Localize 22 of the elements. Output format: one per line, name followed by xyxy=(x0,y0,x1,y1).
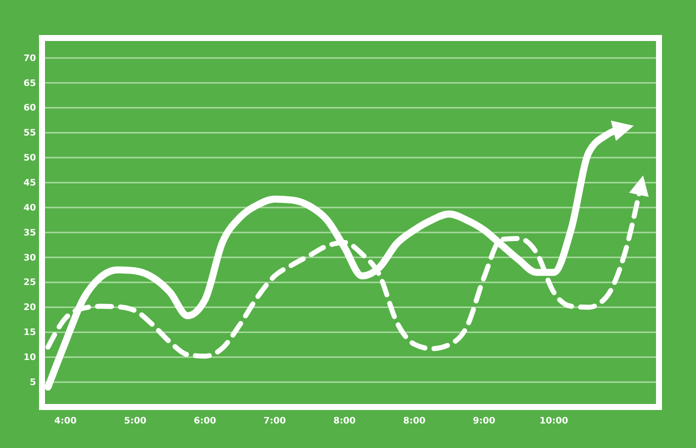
x-tick-label: 8:00 xyxy=(403,416,426,426)
y-tick-label: 5 xyxy=(30,378,36,388)
x-tick-label: 4:00 xyxy=(54,416,77,426)
y-tick-label: 65 xyxy=(23,78,36,89)
y-tick-label: 60 xyxy=(23,104,36,114)
y-tick-label: 30 xyxy=(23,253,36,264)
y-tick-label: 35 xyxy=(23,228,36,238)
x-tick-label: 6:00 xyxy=(194,416,216,426)
y-tick-label: 25 xyxy=(23,278,36,288)
y-tick-label: 55 xyxy=(23,128,36,139)
y-tick-label: 50 xyxy=(23,154,36,164)
x-tick-label: 8:00 xyxy=(333,416,356,426)
x-tick-label: 9:00 xyxy=(472,416,496,426)
x-tick-label: 10:00 xyxy=(539,416,568,426)
y-tick-label: 70 xyxy=(23,54,36,64)
y-tick-label: 40 xyxy=(23,203,36,214)
x-tick-label: 5:00 xyxy=(124,416,146,426)
y-tick-label: 20 xyxy=(23,303,36,314)
x-tick-label: 7:00 xyxy=(264,416,286,426)
y-tick-label: 45 xyxy=(23,178,36,188)
y-tick-label: 15 xyxy=(23,328,36,338)
y-tick-label: 10 xyxy=(23,353,36,364)
